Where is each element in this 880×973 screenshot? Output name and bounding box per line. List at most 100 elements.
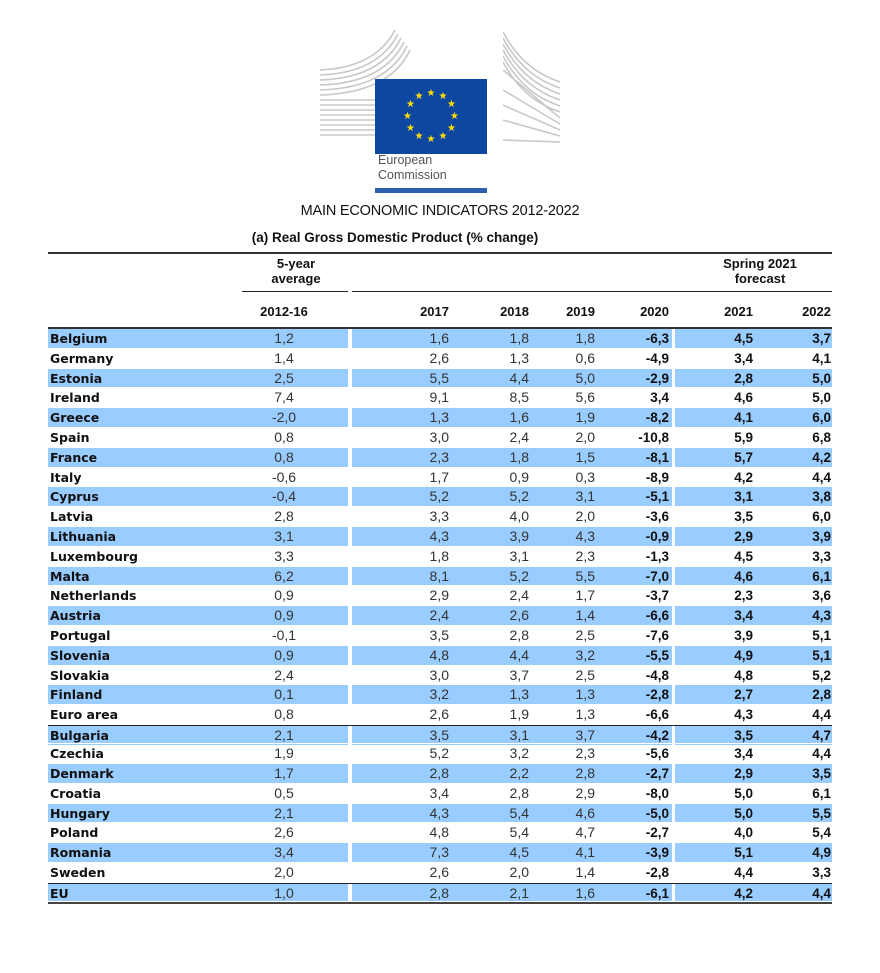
value-2022: 3,3 bbox=[812, 865, 831, 881]
row-separator bbox=[48, 525, 832, 527]
value-2020: -5,6 bbox=[645, 746, 669, 762]
value-2022: 4,2 bbox=[812, 449, 831, 465]
value-2017: 3,5 bbox=[429, 626, 449, 643]
value-2022: 5,1 bbox=[812, 627, 831, 643]
value-2019: 2,5 bbox=[575, 626, 595, 643]
row-bg-middle bbox=[352, 566, 672, 586]
svg-text:★: ★ bbox=[406, 123, 415, 134]
value-2021: 3,4 bbox=[734, 746, 753, 762]
value-2020: -8,0 bbox=[645, 785, 669, 801]
value-2020: -3,7 bbox=[645, 588, 669, 604]
table-row: Bulgaria 2,1 3,5 3,1 3,7 -4,2 3,5 4,7 bbox=[48, 724, 832, 745]
column-header-2012-16: 2012-16 bbox=[260, 304, 308, 319]
value-2019: 2,3 bbox=[575, 547, 595, 564]
table-row: Lithuania 3,1 4,3 3,9 4,3 -0,9 2,9 3,9 bbox=[48, 526, 832, 547]
value-2021: 5,0 bbox=[734, 785, 753, 801]
value-2021: 4,9 bbox=[734, 647, 753, 663]
value-2022: 3,5 bbox=[812, 766, 831, 782]
row-bg-middle bbox=[352, 408, 672, 428]
value-2020: -0,9 bbox=[645, 528, 669, 544]
row-bg-right bbox=[675, 487, 832, 507]
row-bg-middle bbox=[352, 329, 672, 348]
value-2017: 5,2 bbox=[429, 488, 449, 505]
value-2012-16: 0,9 bbox=[274, 646, 294, 663]
country-name: Greece bbox=[50, 410, 100, 426]
row-bg-right bbox=[675, 685, 832, 705]
value-2019: 1,8 bbox=[575, 330, 595, 346]
country-name: Finland bbox=[50, 687, 103, 703]
value-2020: 3,4 bbox=[650, 390, 669, 406]
value-2019: 0,3 bbox=[575, 468, 595, 485]
berlaymont-building-right-icon bbox=[503, 31, 560, 143]
value-2017: 2,6 bbox=[429, 706, 449, 723]
row-bg-left bbox=[48, 883, 348, 903]
row-bg-left bbox=[48, 803, 348, 823]
country-name: Luxembourg bbox=[50, 548, 138, 564]
row-bg-right bbox=[675, 843, 832, 863]
value-2017: 5,5 bbox=[429, 369, 449, 386]
value-2012-16: 2,1 bbox=[274, 804, 294, 821]
value-2020: -6,1 bbox=[645, 885, 669, 901]
value-2012-16: 1,9 bbox=[274, 745, 294, 762]
value-2017: 9,1 bbox=[429, 389, 449, 406]
row-separator bbox=[48, 901, 832, 903]
country-name: Ireland bbox=[50, 390, 100, 406]
value-2022: 2,8 bbox=[812, 687, 831, 703]
row-bg-left bbox=[48, 408, 348, 428]
value-2021: 4,8 bbox=[734, 667, 753, 683]
value-2017: 2,4 bbox=[429, 607, 449, 624]
row-separator bbox=[48, 782, 832, 784]
row-separator bbox=[48, 881, 832, 883]
value-2019: 1,4 bbox=[575, 607, 595, 624]
value-2017: 1,6 bbox=[429, 330, 449, 346]
row-bg-middle bbox=[352, 606, 672, 626]
value-2021: 3,4 bbox=[734, 608, 753, 624]
value-2021: 5,9 bbox=[734, 429, 753, 445]
value-2022: 5,0 bbox=[812, 390, 831, 406]
svg-text:★: ★ bbox=[403, 111, 412, 122]
value-2018: 3,7 bbox=[509, 666, 529, 683]
table-row: Spain 0,8 3,0 2,4 2,0 -10,8 5,9 6,8 bbox=[48, 428, 832, 448]
row-bg-left bbox=[48, 329, 348, 348]
value-2018: 2,8 bbox=[509, 784, 529, 801]
value-2018: 2,2 bbox=[509, 765, 529, 782]
value-2012-16: 1,0 bbox=[274, 884, 294, 901]
value-2012-16: 0,5 bbox=[274, 784, 294, 801]
value-2021: 4,5 bbox=[734, 331, 753, 346]
value-2012-16: -0,4 bbox=[271, 488, 297, 505]
value-2012-16: 2,8 bbox=[274, 508, 294, 525]
value-2019: 3,7 bbox=[575, 726, 595, 743]
value-2018: 4,4 bbox=[509, 369, 529, 386]
value-2020: -6,6 bbox=[645, 608, 669, 624]
value-2022: 5,0 bbox=[812, 370, 831, 386]
value-2020: -7,6 bbox=[645, 627, 669, 643]
value-2017: 4,3 bbox=[429, 804, 449, 821]
value-2019: 1,5 bbox=[575, 448, 595, 465]
value-2021: 4,4 bbox=[734, 865, 753, 881]
value-2017: 8,1 bbox=[429, 567, 449, 584]
value-2022: 6,0 bbox=[812, 410, 831, 426]
value-2020: -8,2 bbox=[645, 410, 669, 426]
value-2021: 2,9 bbox=[734, 766, 753, 782]
value-2018: 1,6 bbox=[509, 409, 529, 426]
row-separator bbox=[48, 802, 832, 804]
value-2019: 1,9 bbox=[575, 409, 595, 426]
row-separator bbox=[48, 367, 832, 369]
row-separator bbox=[48, 565, 832, 567]
column-headers: 2012-16 2017 2018 2019 2020 2021 2022 bbox=[48, 304, 832, 320]
header-5-year-average: 5-year average bbox=[244, 256, 348, 286]
row-bg-middle bbox=[352, 447, 672, 467]
value-2022: 4,4 bbox=[812, 746, 831, 762]
value-2012-16: -0,1 bbox=[271, 626, 297, 643]
value-2012-16: 2,5 bbox=[274, 369, 294, 386]
value-2022: 3,7 bbox=[812, 331, 831, 346]
row-bg-left bbox=[48, 685, 348, 705]
row-bg-middle bbox=[352, 843, 672, 863]
value-2017: 2,9 bbox=[429, 587, 449, 604]
value-2021: 3,9 bbox=[734, 627, 753, 643]
value-2018: 3,9 bbox=[509, 527, 529, 544]
svg-text:★: ★ bbox=[415, 131, 424, 142]
value-2021: 3,1 bbox=[734, 489, 753, 505]
row-bg-middle bbox=[352, 725, 672, 745]
value-2018: 4,4 bbox=[509, 646, 529, 663]
